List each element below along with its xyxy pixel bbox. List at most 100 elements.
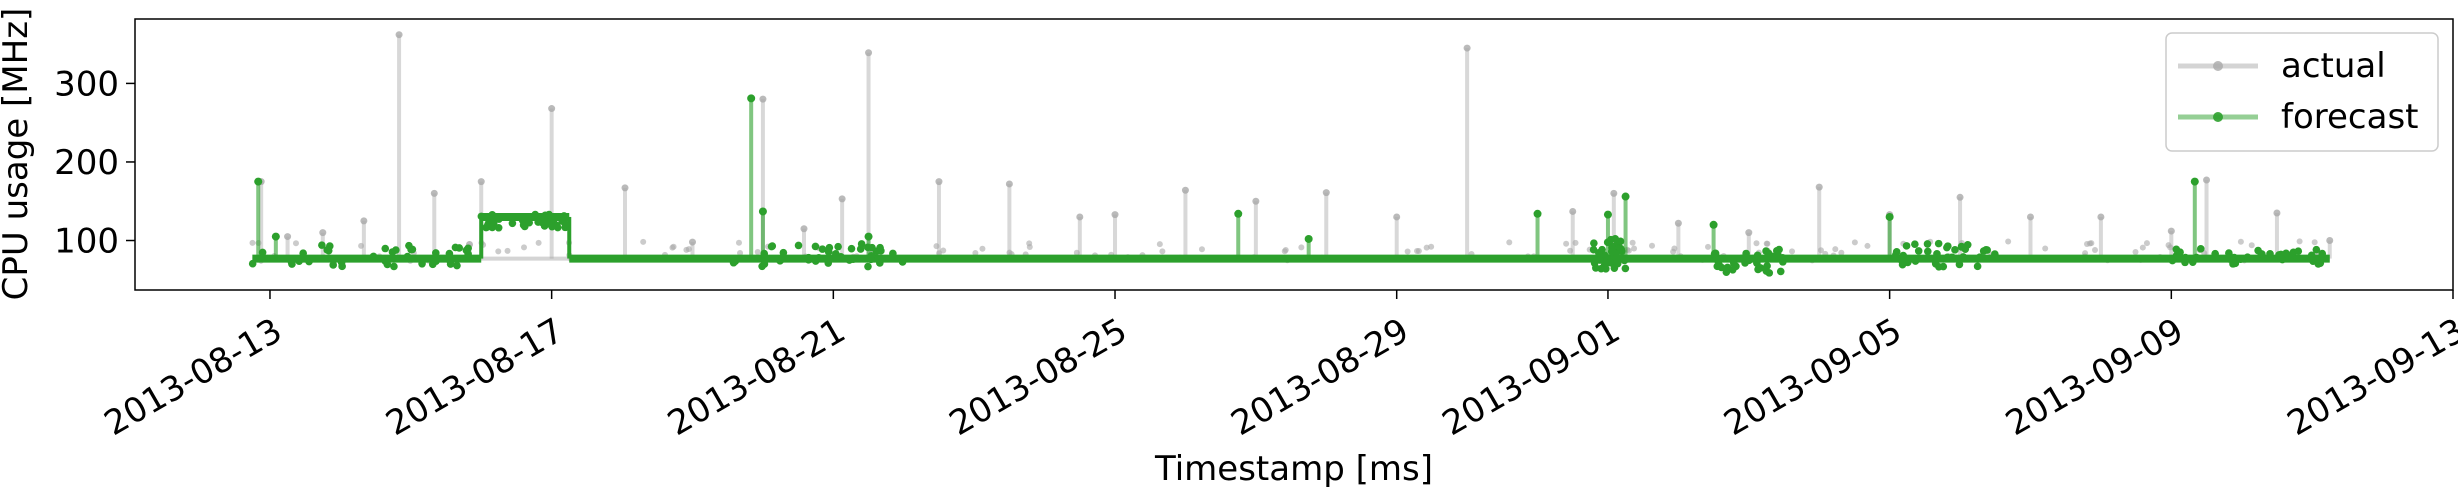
actual-point-4 <box>1817 247 1824 254</box>
forecast-point-213 <box>1892 250 1900 259</box>
actual-peak-point-25 <box>1610 189 1618 197</box>
forecast-point-179 <box>1722 268 1731 276</box>
forecast-point-85 <box>768 242 777 250</box>
forecast-point-260 <box>2266 249 2274 258</box>
forecast-point-173 <box>1728 265 1737 274</box>
forecast-point-17 <box>318 241 326 249</box>
forecast-point-34 <box>305 257 313 266</box>
forecast-point-206 <box>1973 262 1982 271</box>
forecast-point-24 <box>390 262 398 271</box>
forecast-point-200 <box>1899 251 1908 260</box>
actual-peak-point-27 <box>1745 229 1753 237</box>
legend-label-forecast: forecast <box>2281 97 2419 137</box>
actual-peak-point-12 <box>800 225 808 233</box>
actual-peak-point-32 <box>2097 213 2105 221</box>
actual-point-92 <box>1415 247 1422 254</box>
forecast-peak-point-7 <box>1533 209 1542 218</box>
actual-point-32 <box>2132 248 2139 255</box>
actual-point-130 <box>2248 242 2255 249</box>
actual-peak-point-18 <box>1111 211 1119 219</box>
forecast-point-89 <box>857 240 866 248</box>
actual-point-61 <box>292 240 299 247</box>
actual-point-47 <box>535 239 542 246</box>
actual-point-133 <box>1281 248 1288 255</box>
forecast-point-191 <box>1902 242 1911 250</box>
forecast-point-210 <box>1914 247 1923 255</box>
forecast-point-62 <box>545 210 553 219</box>
actual-point-62 <box>640 238 647 245</box>
forecast-point-194 <box>1934 239 1943 248</box>
forecast-point-95 <box>863 243 872 252</box>
forecast-point-148 <box>1608 247 1617 256</box>
actual-peak-point-30 <box>1956 193 1964 201</box>
x-tick-label-5: 2013-09-01 <box>1436 311 1627 444</box>
forecast-point-221 <box>1948 253 1956 262</box>
forecast-point-113 <box>760 260 769 268</box>
plot-area <box>248 31 2334 277</box>
forecast-point-216 <box>1911 257 1920 265</box>
forecast-point-248 <box>2175 253 2184 261</box>
forecast-peak-point-11 <box>1885 212 1894 221</box>
forecast-point-195 <box>1933 250 1941 258</box>
actual-point-35 <box>1298 244 1305 251</box>
actual-point-66 <box>358 242 365 249</box>
actual-peak-point-17 <box>1076 213 1084 221</box>
forecast-point-168 <box>1738 254 1746 263</box>
forecast-point-122 <box>1590 239 1598 247</box>
actual-point-73 <box>2311 239 2318 246</box>
actual-point-77 <box>737 249 744 256</box>
forecast-point-100 <box>876 243 884 252</box>
forecast-point-186 <box>1730 259 1738 268</box>
actual-peak-point-11 <box>759 95 767 103</box>
y-tick-label-0: 100 <box>54 222 119 262</box>
actual-peak-point-13 <box>838 195 846 203</box>
forecast-point-29 <box>381 244 390 253</box>
actual-point-83 <box>2296 238 2303 245</box>
actual-point-60 <box>1572 239 1579 246</box>
actual-point-46 <box>1198 246 1205 253</box>
actual-point-67 <box>1705 243 1712 250</box>
actual-point-103 <box>1832 246 1839 253</box>
forecast-point-211 <box>1935 263 1943 271</box>
actual-peak-point-4 <box>395 31 403 39</box>
actual-point-11 <box>504 247 511 254</box>
x-tick-label-3: 2013-08-25 <box>943 311 1134 444</box>
forecast-point-215 <box>1924 247 1932 256</box>
forecast-point-264 <box>2275 251 2283 259</box>
forecast-peak-point-2 <box>747 94 756 103</box>
actual-peak-point-35 <box>2273 209 2281 217</box>
forecast-peak-point-10 <box>1709 220 1718 229</box>
y-tick-label-2: 300 <box>54 64 119 104</box>
y-axis-label: CPU usage [MHz] <box>0 8 36 301</box>
legend: actual forecast <box>2165 32 2439 152</box>
forecast-point-51 <box>561 220 570 229</box>
x-tick-label-0: 2013-08-13 <box>98 311 289 444</box>
forecast-point-227 <box>1983 246 1991 254</box>
actual-peak-point-36 <box>2326 237 2334 245</box>
forecast-point-105 <box>811 257 820 265</box>
actual-point-54 <box>1789 248 1796 255</box>
forecast-point-222 <box>1944 242 1952 250</box>
forecast-point-96 <box>731 257 739 266</box>
forecast-point-91 <box>849 255 857 263</box>
forecast-point-92 <box>876 259 884 267</box>
actual-point-70 <box>521 244 528 251</box>
actual-point-33 <box>2042 245 2049 252</box>
x-tick-label-6: 2013-09-05 <box>1717 311 1908 444</box>
forecast-point-32 <box>258 248 267 257</box>
forecast-point-77 <box>864 262 872 271</box>
forecast-point-76 <box>794 241 803 250</box>
actual-point-132 <box>972 249 979 256</box>
forecast-point-18 <box>248 259 257 268</box>
forecast-point-33 <box>299 249 307 257</box>
x-axis-label: Timestamp [ms] <box>1154 449 1433 489</box>
forecast-point-87 <box>811 242 820 251</box>
forecast-peak-point-8 <box>1603 210 1612 219</box>
forecast-point-261 <box>2172 245 2181 254</box>
actual-peak-point-3 <box>360 217 368 225</box>
legend-box <box>2165 32 2439 152</box>
forecast-point-94 <box>867 252 876 260</box>
forecast-point-27 <box>323 246 332 254</box>
actual-peak-point-26 <box>1674 219 1682 227</box>
